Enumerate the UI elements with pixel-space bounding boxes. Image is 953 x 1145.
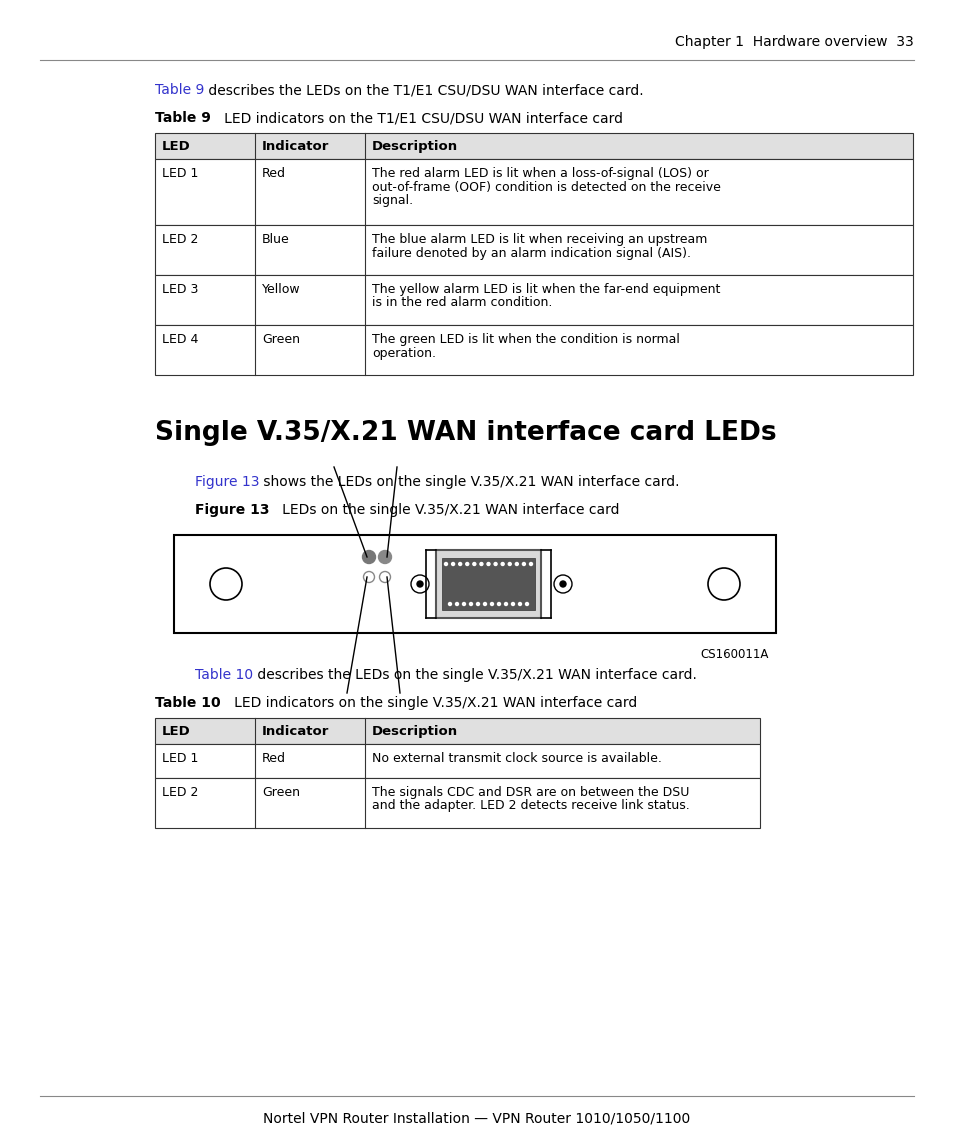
Circle shape	[210, 568, 242, 600]
Circle shape	[476, 602, 479, 606]
Text: failure denoted by an alarm indication signal (AIS).: failure denoted by an alarm indication s…	[372, 246, 690, 260]
Bar	[436, 550, 540, 618]
Text: operation.: operation.	[372, 347, 436, 360]
Text: Table 9: Table 9	[154, 111, 211, 125]
Text: Figure 13: Figure 13	[194, 475, 259, 489]
Text: The green LED is lit when the condition is normal: The green LED is lit when the condition …	[372, 333, 679, 346]
Text: Nortel VPN Router Installation — VPN Router 1010/1050/1100: Nortel VPN Router Installation — VPN Rou…	[263, 1112, 690, 1126]
Circle shape	[525, 602, 528, 606]
Text: LED 1: LED 1	[162, 752, 198, 765]
Bar	[154, 744, 760, 777]
Text: Figure 13: Figure 13	[194, 503, 269, 518]
Text: LED 2: LED 2	[162, 232, 198, 246]
Text: Green: Green	[262, 785, 299, 799]
Circle shape	[494, 562, 497, 566]
Circle shape	[379, 571, 390, 583]
Circle shape	[455, 602, 458, 606]
Circle shape	[451, 562, 455, 566]
Text: Table 10: Table 10	[154, 696, 220, 710]
Circle shape	[522, 562, 525, 566]
Bar	[154, 226, 912, 275]
Circle shape	[448, 602, 451, 606]
Circle shape	[416, 581, 422, 587]
Circle shape	[458, 562, 461, 566]
Circle shape	[529, 562, 532, 566]
Bar	[154, 777, 760, 828]
Text: Chapter 1  Hardware overview  33: Chapter 1 Hardware overview 33	[675, 35, 913, 49]
Text: is in the red alarm condition.: is in the red alarm condition.	[372, 297, 552, 309]
Bar	[441, 558, 535, 610]
Text: Description: Description	[372, 140, 457, 153]
Text: Single V.35/X.21 WAN interface card LEDs: Single V.35/X.21 WAN interface card LEDs	[154, 420, 776, 447]
Circle shape	[504, 602, 507, 606]
Text: The signals CDC and DSR are on between the DSU: The signals CDC and DSR are on between t…	[372, 785, 689, 799]
Text: LED 1: LED 1	[162, 167, 198, 180]
Text: LED indicators on the single V.35/X.21 WAN interface card: LED indicators on the single V.35/X.21 W…	[220, 696, 637, 710]
Circle shape	[462, 602, 465, 606]
Bar	[154, 325, 912, 376]
Circle shape	[511, 602, 514, 606]
Circle shape	[469, 602, 472, 606]
Circle shape	[500, 562, 503, 566]
Circle shape	[473, 562, 476, 566]
Circle shape	[378, 551, 391, 563]
Text: Green: Green	[262, 333, 299, 346]
Text: shows the LEDs on the single V.35/X.21 WAN interface card.: shows the LEDs on the single V.35/X.21 W…	[259, 475, 679, 489]
Circle shape	[444, 562, 447, 566]
Text: The yellow alarm LED is lit when the far-end equipment: The yellow alarm LED is lit when the far…	[372, 283, 720, 297]
Text: Table 9: Table 9	[154, 82, 204, 97]
Text: Table 10: Table 10	[194, 668, 253, 682]
Circle shape	[465, 562, 468, 566]
Bar	[154, 275, 912, 325]
Text: Indicator: Indicator	[262, 140, 329, 153]
Text: Description: Description	[372, 725, 457, 739]
Circle shape	[707, 568, 740, 600]
Text: out-of-frame (OOF) condition is detected on the receive: out-of-frame (OOF) condition is detected…	[372, 181, 720, 194]
Text: CS160011A: CS160011A	[700, 648, 767, 661]
Text: Yellow: Yellow	[262, 283, 300, 297]
Text: LED indicators on the T1/E1 CSU/DSU WAN interface card: LED indicators on the T1/E1 CSU/DSU WAN …	[211, 111, 622, 125]
Text: LED 2: LED 2	[162, 785, 198, 799]
Circle shape	[515, 562, 517, 566]
Text: LED: LED	[162, 725, 191, 739]
Circle shape	[490, 602, 493, 606]
Text: describes the LEDs on the single V.35/X.21 WAN interface card.: describes the LEDs on the single V.35/X.…	[253, 668, 697, 682]
Circle shape	[508, 562, 511, 566]
Text: Red: Red	[262, 752, 286, 765]
Text: Blue: Blue	[262, 232, 290, 246]
Circle shape	[411, 575, 429, 593]
Bar	[154, 159, 912, 226]
Text: The blue alarm LED is lit when receiving an upstream: The blue alarm LED is lit when receiving…	[372, 232, 706, 246]
Text: and the adapter. LED 2 detects receive link status.: and the adapter. LED 2 detects receive l…	[372, 799, 689, 813]
Circle shape	[486, 562, 490, 566]
Circle shape	[559, 581, 565, 587]
Text: LEDs on the single V.35/X.21 WAN interface card: LEDs on the single V.35/X.21 WAN interfa…	[269, 503, 619, 518]
Circle shape	[362, 551, 375, 563]
Text: LED: LED	[162, 140, 191, 153]
Text: Indicator: Indicator	[262, 725, 329, 739]
Text: The red alarm LED is lit when a loss-of-signal (LOS) or: The red alarm LED is lit when a loss-of-…	[372, 167, 708, 180]
Text: LED 3: LED 3	[162, 283, 198, 297]
Bar	[173, 535, 775, 633]
Text: describes the LEDs on the T1/E1 CSU/DSU WAN interface card.: describes the LEDs on the T1/E1 CSU/DSU …	[204, 82, 643, 97]
Circle shape	[518, 602, 521, 606]
Text: signal.: signal.	[372, 194, 413, 207]
Circle shape	[497, 602, 500, 606]
Text: No external transmit clock source is available.: No external transmit clock source is ava…	[372, 752, 661, 765]
Text: LED 4: LED 4	[162, 333, 198, 346]
Text: Red: Red	[262, 167, 286, 180]
Circle shape	[483, 602, 486, 606]
Circle shape	[363, 571, 375, 583]
Circle shape	[479, 562, 482, 566]
Circle shape	[554, 575, 572, 593]
Bar	[154, 133, 912, 159]
Bar	[154, 718, 760, 744]
